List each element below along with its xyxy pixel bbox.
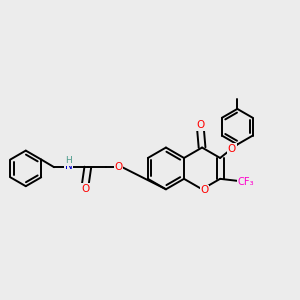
- Text: O: O: [81, 184, 89, 194]
- Text: O: O: [200, 185, 209, 196]
- Text: H: H: [65, 156, 72, 165]
- Text: O: O: [228, 144, 236, 154]
- Text: O: O: [114, 162, 123, 172]
- Text: N: N: [65, 161, 73, 171]
- Text: CF₃: CF₃: [238, 177, 254, 187]
- Text: O: O: [196, 120, 205, 130]
